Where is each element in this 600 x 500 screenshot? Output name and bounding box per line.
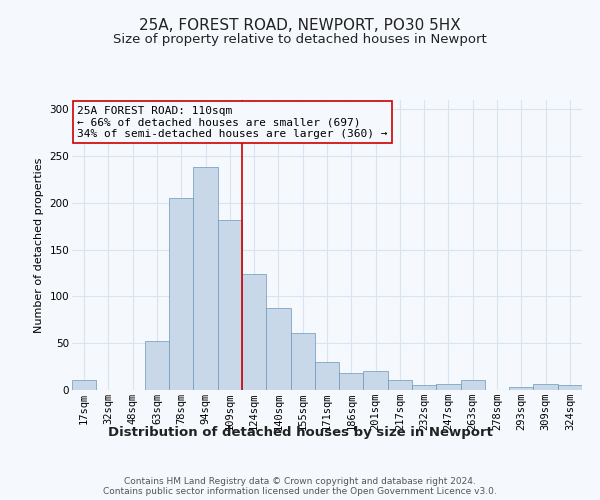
Text: Contains public sector information licensed under the Open Government Licence v3: Contains public sector information licen… (103, 486, 497, 496)
Bar (388, 380, 412, 390)
Bar (461, 380, 485, 390)
Text: 25A FOREST ROAD: 110sqm
← 66% of detached houses are smaller (697)
34% of semi-d: 25A FOREST ROAD: 110sqm ← 66% of detache… (77, 106, 388, 139)
Text: Contains HM Land Registry data © Crown copyright and database right 2024.: Contains HM Land Registry data © Crown c… (124, 476, 476, 486)
Bar (364, 372, 388, 390)
Bar (290, 333, 315, 390)
Bar (72, 380, 96, 390)
Bar (169, 198, 193, 390)
Text: 25A, FOREST ROAD, NEWPORT, PO30 5HX: 25A, FOREST ROAD, NEWPORT, PO30 5HX (139, 18, 461, 32)
Bar (193, 168, 218, 390)
Bar (436, 384, 461, 390)
Bar (218, 220, 242, 390)
Bar (558, 386, 582, 390)
Bar (509, 387, 533, 390)
Bar (145, 342, 169, 390)
Bar (412, 386, 436, 390)
Text: Size of property relative to detached houses in Newport: Size of property relative to detached ho… (113, 32, 487, 46)
Bar (339, 373, 364, 390)
Bar (266, 308, 290, 390)
Y-axis label: Number of detached properties: Number of detached properties (34, 158, 44, 332)
Bar (242, 274, 266, 390)
Bar (315, 362, 339, 390)
Text: Distribution of detached houses by size in Newport: Distribution of detached houses by size … (107, 426, 493, 439)
Bar (533, 384, 558, 390)
